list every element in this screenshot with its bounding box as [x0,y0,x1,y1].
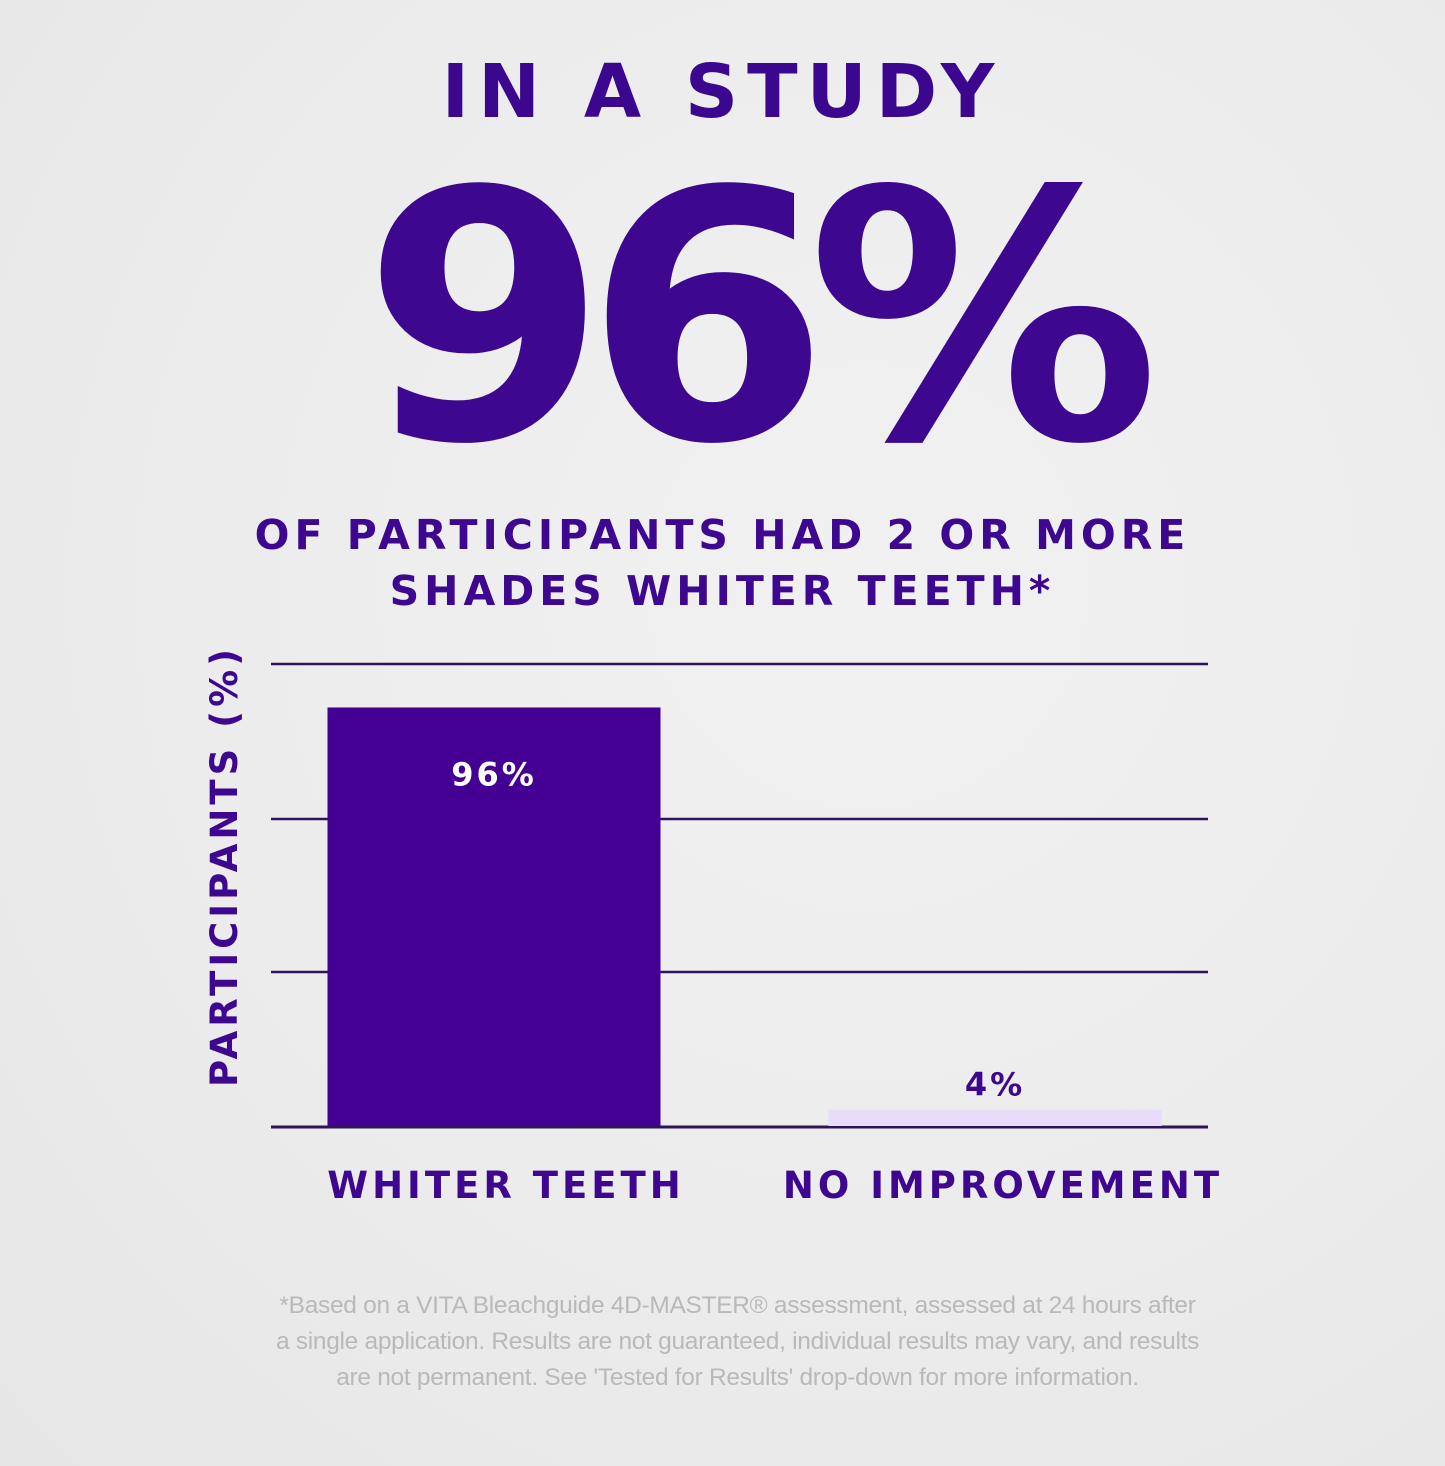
bars [327,707,1162,1126]
footnote-disclaimer: *Based on a VITA Bleachguide 4D-MASTER® … [275,1292,1200,1391]
data-label: 96% [451,755,537,793]
bar-chart: 96% WHITER TEETH 4% NO IMPROVEMENT PARTICIPA… [203,645,1223,1207]
study-kicker: IN A STUDY [441,49,1004,135]
category-label: WHITER TEETH [327,1164,684,1207]
y-axis-label: PARTICIPANTS (%) [203,645,246,1087]
subheadline-line-2: SHADES WHITER TEETH* [389,567,1056,615]
subheadline-line-1: OF PARTICIPANTS HAD 2 OR MORE [254,511,1191,559]
subheadline: OF PARTICIPANTS HAD 2 OR MORE SHADES WHI… [0,507,1445,619]
hero-percentage: 96% [362,119,1160,520]
bar-whiter-teeth [327,707,661,1126]
bar-no-improvement [828,1109,1162,1126]
labels: 96% WHITER TEETH 4% NO IMPROVEMENT PARTICIPA… [203,645,1223,1207]
data-label: 4% [965,1066,1025,1104]
category-label: NO IMPROVEMENT [783,1164,1223,1207]
